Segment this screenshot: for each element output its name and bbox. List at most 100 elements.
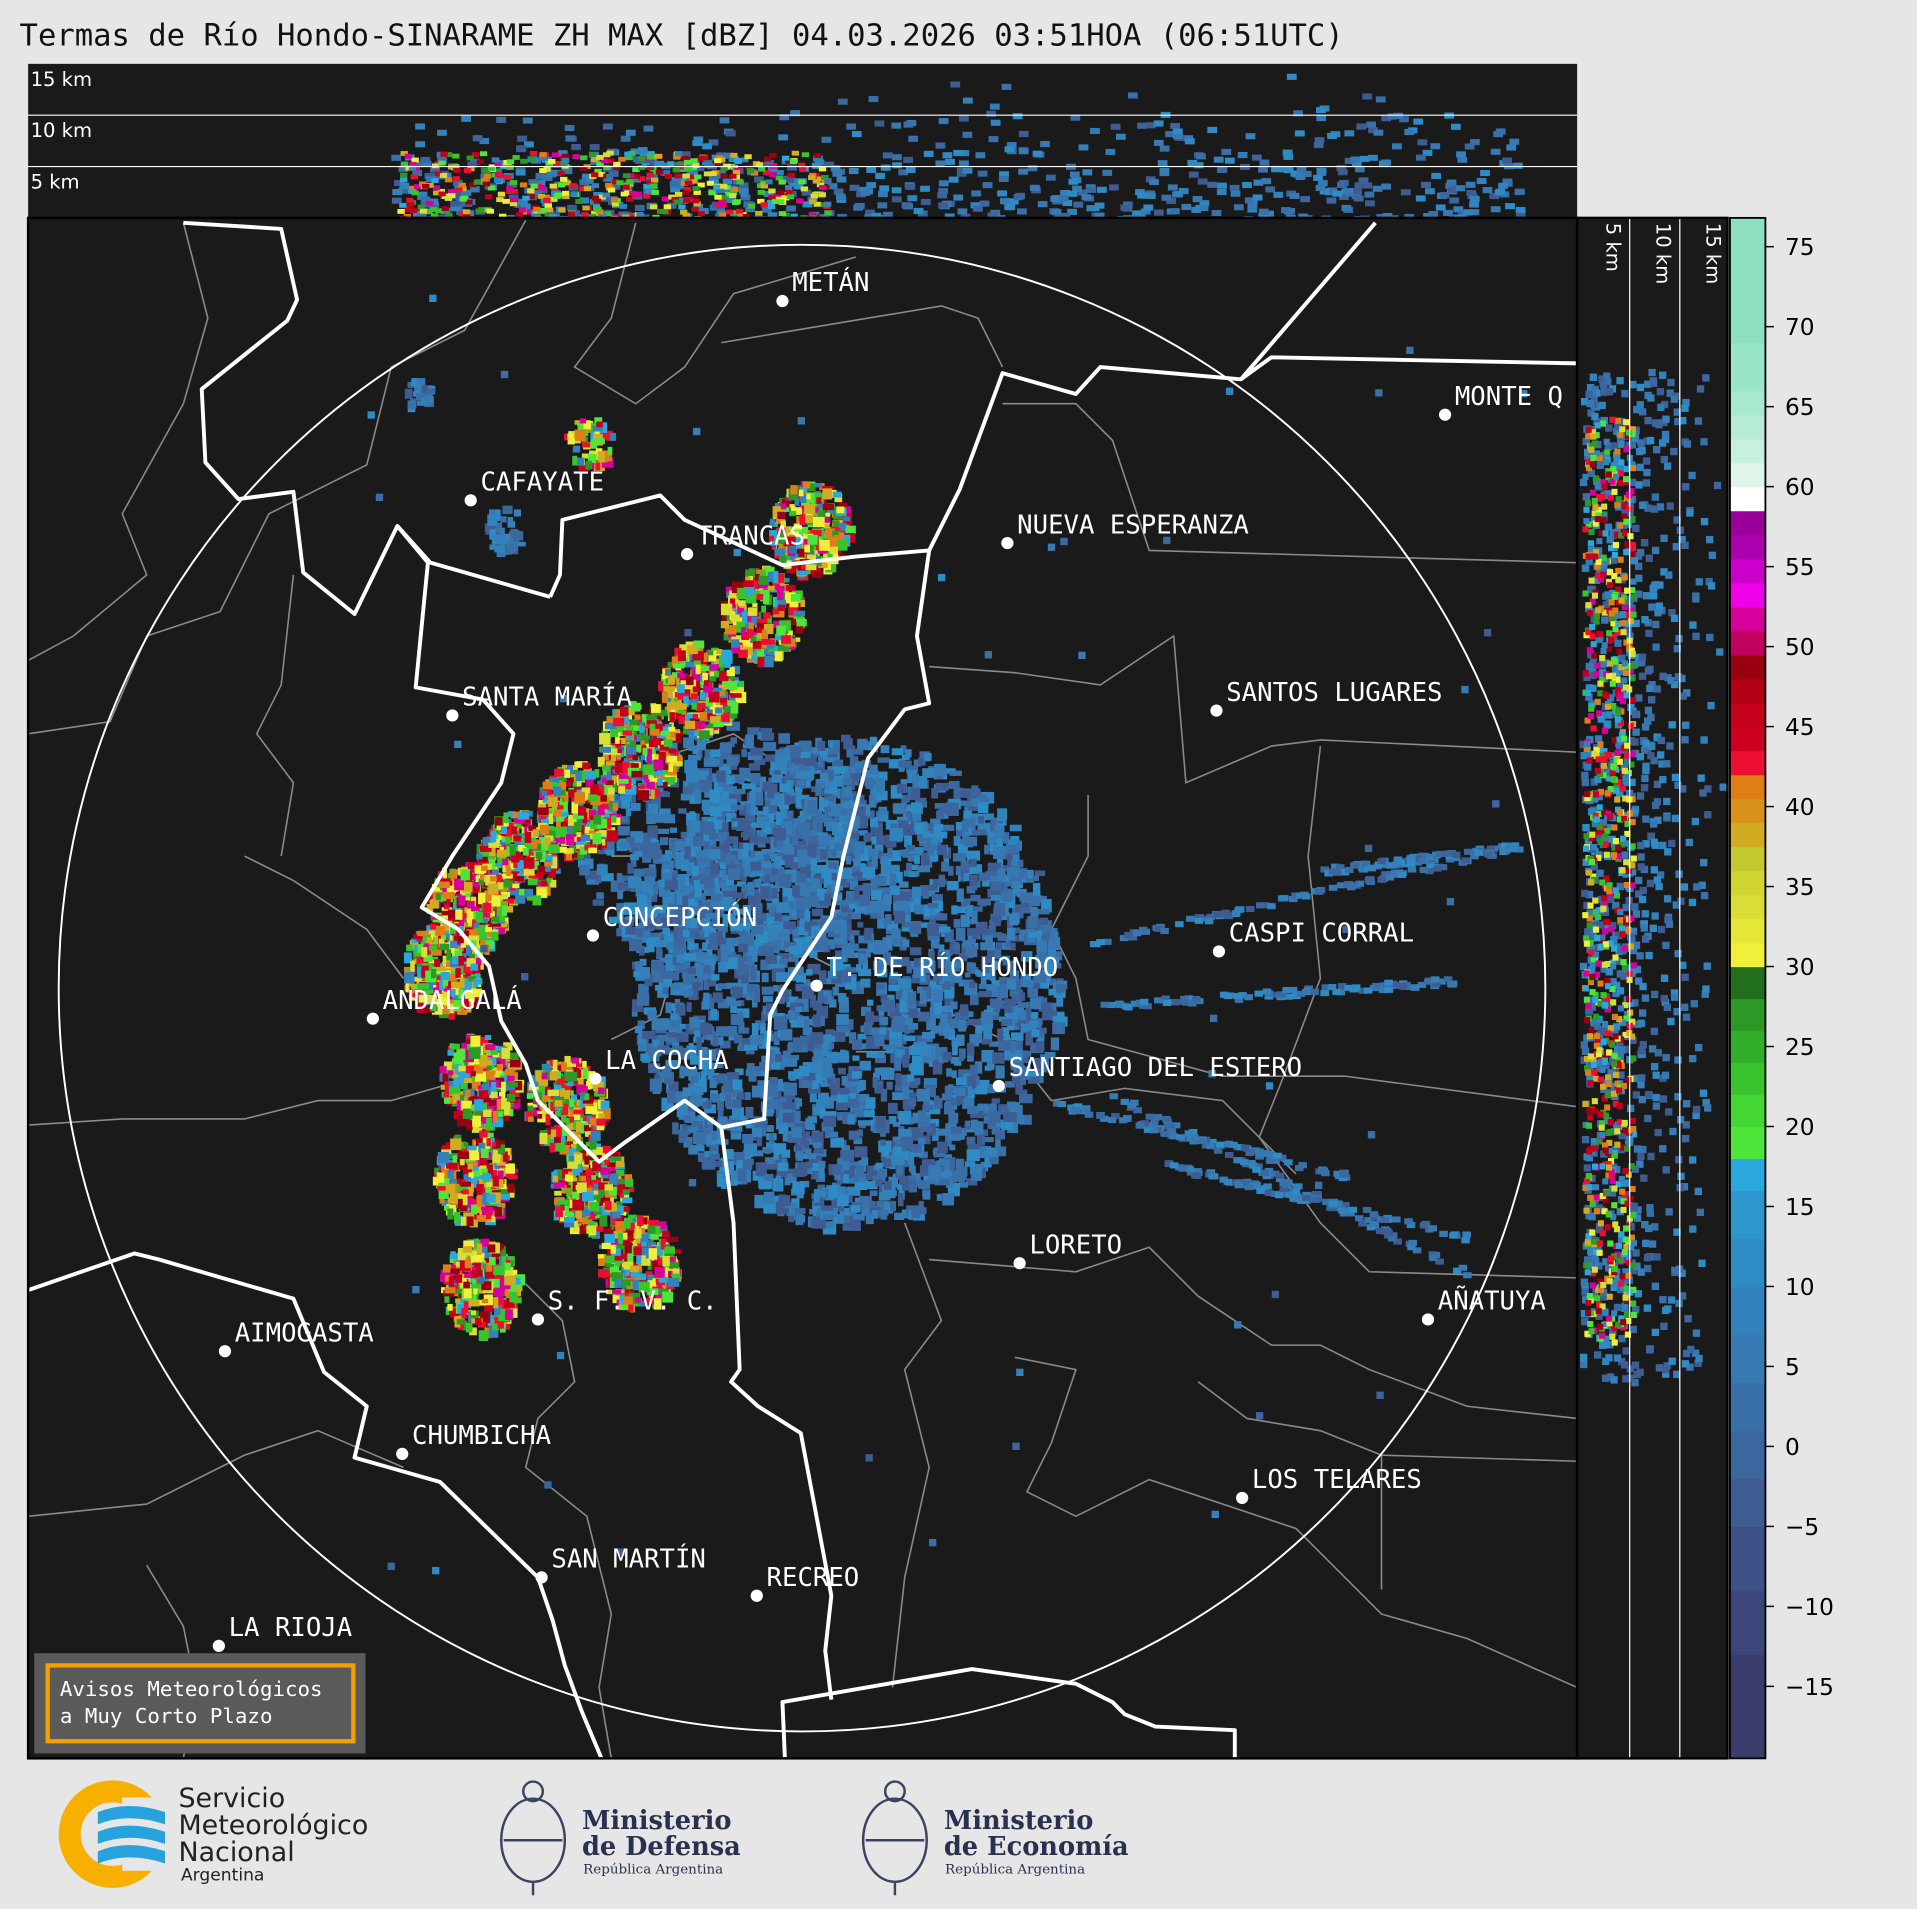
echo-cell xyxy=(794,1097,800,1110)
echo-cell xyxy=(665,1002,672,1014)
echo-cell xyxy=(734,159,742,164)
echo-cell xyxy=(865,1181,878,1190)
echo-cell xyxy=(809,1091,817,1103)
echo-cell xyxy=(741,783,756,790)
echo-cell xyxy=(1040,978,1050,989)
echo-cell xyxy=(871,775,880,785)
echo-cell xyxy=(861,1157,869,1166)
echo-cell xyxy=(404,207,412,213)
echo-cell xyxy=(425,209,433,215)
echo-cell xyxy=(732,836,739,850)
echo-cell xyxy=(753,939,763,953)
echo-cell xyxy=(778,733,790,744)
echo-cell xyxy=(771,814,780,821)
echo-cell xyxy=(789,746,803,759)
echo-cell xyxy=(878,813,886,820)
echo-cell xyxy=(1423,213,1433,220)
echo-cell xyxy=(743,843,749,852)
echo-cell xyxy=(938,926,951,933)
echo-cell xyxy=(791,952,798,961)
echo-cell xyxy=(938,187,949,195)
echo-cell xyxy=(907,853,919,862)
echo-cell xyxy=(403,214,412,219)
echo-cell xyxy=(953,194,964,201)
echo-cell xyxy=(880,1139,886,1146)
echo-cell xyxy=(408,165,417,171)
echo-cell xyxy=(993,1003,1001,1013)
echo-cell xyxy=(956,1090,964,1105)
echo-cell xyxy=(1502,157,1513,164)
echo-cell xyxy=(1430,143,1441,150)
echo-cell xyxy=(761,732,775,741)
echo-cell xyxy=(743,1143,758,1155)
echo-cell xyxy=(607,158,615,164)
echo-cell xyxy=(687,1111,696,1122)
echo-cell xyxy=(717,998,730,1009)
echo-cell xyxy=(638,936,647,943)
echo-cell xyxy=(764,1148,771,1154)
figure-title: Termas de Río Hondo-SINARAME ZH MAX [dBZ… xyxy=(20,19,1344,54)
echo-cell xyxy=(796,526,807,536)
echo-cell xyxy=(1000,197,1010,205)
echo-cell xyxy=(714,161,723,167)
echo-cell xyxy=(412,165,421,171)
echo-cell xyxy=(698,1059,711,1070)
echo-cell xyxy=(901,202,912,209)
echo-cell xyxy=(978,872,987,882)
echo-cell xyxy=(747,727,760,735)
echo-cell xyxy=(742,586,755,593)
echo-cell xyxy=(990,119,1001,126)
echo-cell xyxy=(1015,1105,1023,1119)
echo-cell xyxy=(891,196,902,203)
echo-cell xyxy=(737,881,747,887)
echo-cell xyxy=(970,962,977,974)
echo-cell xyxy=(745,569,756,579)
echo-cell xyxy=(774,503,781,509)
echo-cell xyxy=(914,1077,921,1085)
echo-cell xyxy=(810,878,821,892)
echo-cell xyxy=(929,950,935,962)
echo-cell xyxy=(742,923,754,930)
echo-cell xyxy=(691,1092,702,1106)
echo-cell xyxy=(846,832,860,839)
echo-cell xyxy=(852,748,864,755)
echo-cell xyxy=(664,174,673,179)
echo-cell xyxy=(889,828,904,841)
echo-cell xyxy=(819,1105,826,1119)
echo-cell xyxy=(877,1168,888,1178)
echo-cell xyxy=(762,782,773,792)
echo-cell xyxy=(726,721,741,731)
echo-cell xyxy=(682,786,693,795)
echo-cell xyxy=(776,811,784,826)
echo-cell xyxy=(630,802,641,811)
echo-cell xyxy=(711,916,721,925)
echo-cell xyxy=(656,1034,668,1042)
echo-cell xyxy=(811,1032,824,1045)
echo-cell xyxy=(493,178,502,183)
echo-cell xyxy=(693,836,702,847)
echo-cell xyxy=(950,972,963,984)
echo-cell xyxy=(1490,148,1501,155)
echo-cell xyxy=(1073,201,1084,208)
echo-cell xyxy=(1007,839,1018,845)
echo-cell xyxy=(683,186,692,192)
echo-cell xyxy=(744,1092,751,1101)
echo-cell xyxy=(803,770,815,780)
echo-cell xyxy=(920,960,935,974)
echo-cell xyxy=(1178,188,1189,195)
echo-cell xyxy=(982,1038,992,1045)
echo-cell xyxy=(786,780,794,794)
echo-cell xyxy=(836,1094,848,1103)
echo-cell xyxy=(898,169,909,176)
echo-cell xyxy=(707,944,715,950)
echo-cell xyxy=(750,925,764,935)
echo-cell xyxy=(774,548,786,556)
echo-cell xyxy=(1421,181,1431,188)
echo-cell xyxy=(694,886,702,898)
echo-cell xyxy=(764,1173,774,1181)
echo-cell xyxy=(1056,996,1064,1007)
echo-cell xyxy=(1031,1029,1040,1037)
echo-cell xyxy=(420,196,431,203)
echo-cell xyxy=(923,844,935,851)
